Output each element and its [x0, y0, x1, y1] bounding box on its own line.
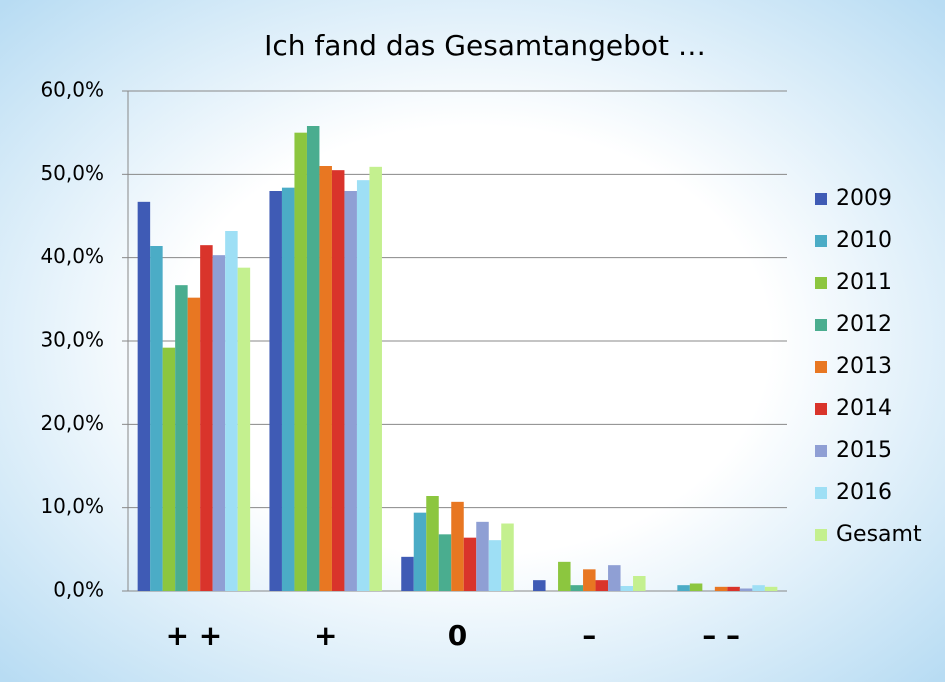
bar	[476, 521, 489, 591]
bar	[689, 583, 703, 591]
bar	[331, 170, 345, 591]
y-tick-label: 60,0%	[40, 78, 104, 102]
legend-swatch	[815, 277, 827, 289]
legend-swatch	[815, 319, 827, 331]
y-tick-label: 40,0%	[40, 244, 104, 268]
y-tick-label: 50,0%	[40, 161, 104, 185]
legend-label: 2013	[836, 354, 892, 379]
bar	[237, 267, 251, 591]
bar	[764, 586, 778, 591]
legend-swatch	[815, 487, 827, 499]
legend-label: 2012	[836, 312, 892, 337]
bar	[714, 586, 728, 591]
legend-swatch	[815, 529, 827, 541]
y-tick-label: 10,0%	[40, 494, 104, 518]
y-tick-label: 20,0%	[40, 411, 104, 435]
bar	[294, 132, 307, 591]
bar	[162, 347, 176, 591]
bar	[533, 580, 546, 591]
bar	[633, 576, 646, 591]
bar	[319, 166, 332, 591]
bar	[369, 166, 382, 592]
bar	[344, 191, 357, 591]
legend-label: 2016	[836, 480, 892, 505]
x-tick-label: + +	[166, 619, 223, 652]
bar	[595, 580, 609, 591]
bar	[570, 585, 584, 591]
legend-swatch	[815, 361, 827, 373]
bar	[269, 191, 282, 591]
bar	[401, 556, 414, 591]
legend-label: 2010	[836, 228, 892, 253]
x-tick-label: – –	[702, 619, 740, 652]
legend-swatch	[815, 193, 827, 205]
bar	[356, 180, 370, 591]
bar	[501, 523, 514, 591]
bar	[727, 586, 740, 591]
bar	[200, 245, 213, 591]
x-tick-label: +	[314, 619, 337, 652]
legend-label: Gesamt	[836, 522, 922, 547]
bar	[583, 569, 596, 591]
legend-label: 2015	[836, 438, 892, 463]
bar	[413, 512, 427, 591]
legend-label: 2014	[836, 396, 892, 421]
bar	[620, 586, 634, 591]
legend-swatch	[815, 235, 827, 247]
bar	[137, 201, 151, 592]
legend-swatch	[815, 445, 827, 457]
bar	[608, 565, 621, 591]
legend-label: 2009	[836, 186, 892, 211]
bar	[150, 246, 163, 591]
bar	[488, 540, 502, 591]
bar	[739, 588, 753, 591]
chart-title: Ich fand das Gesamtangebot …	[264, 29, 706, 62]
legend-label: 2011	[836, 270, 892, 295]
x-tick-label: –	[582, 619, 596, 652]
bar	[187, 297, 201, 591]
bar	[438, 534, 452, 591]
bar	[463, 537, 477, 591]
x-tick-label: 0	[448, 619, 467, 652]
bar	[212, 255, 226, 591]
bar	[426, 496, 439, 591]
y-tick-label: 30,0%	[40, 328, 104, 352]
bar	[281, 187, 295, 591]
legend-swatch	[815, 403, 827, 415]
bar	[306, 126, 320, 591]
bar	[175, 285, 188, 591]
y-tick-label: 0,0%	[53, 578, 104, 602]
bar	[558, 561, 571, 591]
bar	[451, 501, 464, 591]
bar	[677, 585, 690, 591]
bar	[225, 231, 238, 591]
bar	[752, 585, 765, 591]
